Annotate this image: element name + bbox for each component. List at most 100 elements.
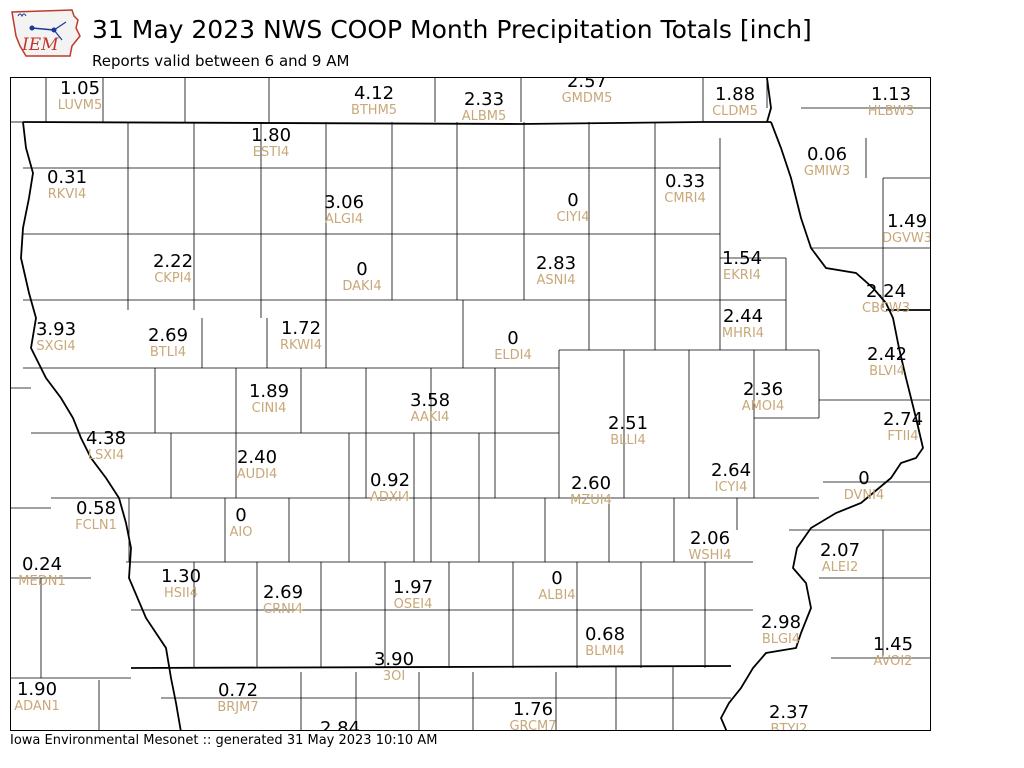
station-ALGI4: 3.06 ALGI4 — [323, 192, 365, 227]
station-value: 3.90 — [373, 649, 415, 670]
station-id: BLVI4 — [869, 364, 905, 379]
station-id: CMRI4 — [664, 191, 706, 206]
station-value: 1.97 — [392, 577, 434, 598]
station-value: 3.06 — [323, 192, 365, 213]
station-ALEI2: 2.07 ALEI2 — [819, 540, 861, 575]
station-GRCM7: 1.76 GRCM7 — [509, 701, 556, 731]
station-value: 2.57 — [566, 77, 608, 92]
station-value: 0 — [551, 568, 563, 589]
station-CIYI4: 0 CIYI4 — [556, 190, 590, 225]
station-value: 0.92 — [369, 470, 411, 491]
station-id: MEDN1 — [18, 574, 66, 589]
station-FTII4: 2.74 FTII4 — [883, 411, 923, 444]
map-title: 31 May 2023 NWS COOP Month Precipitation… — [92, 15, 812, 44]
station-RKWI4: 1.72 RKWI4 — [279, 320, 323, 353]
station-id: FTII4 — [887, 429, 919, 444]
station-value: 1.89 — [248, 381, 290, 402]
station-ALBI4: 0 ALBI4 — [538, 568, 575, 603]
station-id: RKWI4 — [279, 338, 323, 353]
station-value: 4.12 — [353, 83, 395, 104]
station-AMOI4: 2.36 AMOI4 — [742, 379, 784, 414]
station-DGVW3: 1.49 DGVW3 — [881, 213, 931, 246]
station-id: RKVI4 — [47, 187, 87, 202]
station-value: 1.88 — [714, 84, 756, 105]
station-id: BTHM5 — [350, 103, 398, 118]
station-value: 2.40 — [236, 447, 278, 468]
station-id: DAKI4 — [342, 279, 382, 294]
station-value: 2.22 — [152, 251, 194, 272]
station-SXGI4: 3.93 SXGI4 — [35, 319, 77, 354]
station-value: 2.98 — [760, 612, 802, 633]
station-ADXI4: 0.92 ADXI4 — [369, 470, 411, 505]
station-value: 0.58 — [75, 498, 117, 519]
station-AIO: 0 AIO — [229, 505, 253, 540]
station-CBCW3: 2.24 CBCW3 — [862, 281, 910, 316]
station-GMIW3: 0.06 GMIW3 — [803, 146, 851, 179]
station-value: 2.69 — [262, 582, 304, 603]
station-value: 3.93 — [35, 319, 77, 340]
station-value: 1.05 — [59, 78, 101, 99]
station-MHRI4: 2.44 MHRI4 — [722, 306, 764, 341]
county-boundaries — [11, 78, 930, 730]
station-value: 4.38 — [85, 428, 127, 449]
station-id: AUDI4 — [236, 467, 278, 482]
station-id: BRJM7 — [217, 700, 259, 715]
station-value: 2.60 — [570, 473, 612, 494]
station-BLLI4: 2.51 BLLI4 — [608, 415, 648, 448]
station-value: 2.42 — [866, 344, 908, 365]
station-LSXI4: 4.38 LSXI4 — [85, 428, 127, 463]
station-id: 3OI — [382, 669, 406, 684]
station-id: BTLI4 — [149, 345, 187, 360]
station-id: GMIW3 — [803, 164, 851, 179]
station-value: 2.07 — [819, 540, 861, 561]
station-id: ALBM5 — [461, 109, 507, 124]
station-id: ADAN1 — [14, 699, 60, 714]
station-value: 2.37 — [768, 702, 810, 723]
station-value: 0.33 — [664, 171, 706, 192]
station-CINI4: 1.89 CINI4 — [248, 381, 290, 416]
station-id: ALGI4 — [324, 212, 364, 227]
station-id: HSII4 — [164, 586, 198, 601]
station-ADAN1: 1.90 ADAN1 — [14, 681, 60, 714]
station-BTLI4: 2.69 BTLI4 — [147, 325, 189, 360]
station-value: 1.45 — [872, 634, 914, 655]
station-value: 2.06 — [689, 528, 731, 549]
map-subtitle: Reports valid between 6 and 9 AM — [92, 52, 350, 70]
station-id: GMDM5 — [561, 91, 613, 106]
station-AVOI2: 1.45 AVOI2 — [872, 634, 914, 669]
station-ASNI4: 2.83 ASNI4 — [536, 255, 576, 288]
station-DVNI4: 0 DVNI4 — [843, 470, 885, 503]
station-value: 2.69 — [147, 325, 189, 346]
station-CMRI4: 0.33 CMRI4 — [664, 171, 706, 206]
station-id: SXGI4 — [36, 339, 76, 354]
station-id: OSEI4 — [393, 597, 433, 612]
station-value: 2.44 — [722, 306, 764, 327]
station-id: ASNI4 — [536, 273, 576, 288]
station-id: GRCM7 — [509, 719, 557, 731]
station-HLBW3: 1.13 HLBW3 — [868, 86, 915, 119]
station-AAKI4: 3.58 AAKI4 — [409, 390, 451, 425]
station-ESTI4: 1.80 ESTI4 — [251, 127, 291, 160]
station-MZUI4: 2.60 MZUI4 — [570, 473, 612, 508]
station-ALBM7: 2.84ALBM7 — [318, 720, 363, 731]
station-id: CLDM5 — [712, 104, 758, 119]
station-RKVI4: 0.31 RKVI4 — [47, 169, 87, 202]
station-BTYI2: 2.37 BTYI2 — [769, 704, 809, 731]
station-value: 0 — [235, 505, 247, 526]
station-ICYI4: 2.64 ICYI4 — [711, 462, 751, 495]
station-id: DVNI4 — [843, 488, 885, 503]
station-BTHM5: 4.12 BTHM5 — [350, 83, 398, 118]
station-ALBM5: 2.33 ALBM5 — [461, 91, 507, 124]
station-value: 3.58 — [409, 390, 451, 411]
station-id: BLLI4 — [610, 433, 646, 448]
station-value: 2.24 — [865, 281, 907, 302]
station-AUDI4: 2.40 AUDI4 — [236, 447, 278, 482]
station-value: 1.76 — [512, 699, 554, 720]
station-id: AIO — [229, 525, 253, 540]
station-id: CIYI4 — [556, 210, 590, 225]
station-id: DGVW3 — [881, 231, 931, 246]
station-MEDN1: 0.24 MEDN1 — [18, 556, 66, 589]
station-id: ALEI2 — [821, 560, 859, 575]
station-value: 0 — [567, 190, 579, 211]
station-value: 2.36 — [742, 379, 784, 400]
